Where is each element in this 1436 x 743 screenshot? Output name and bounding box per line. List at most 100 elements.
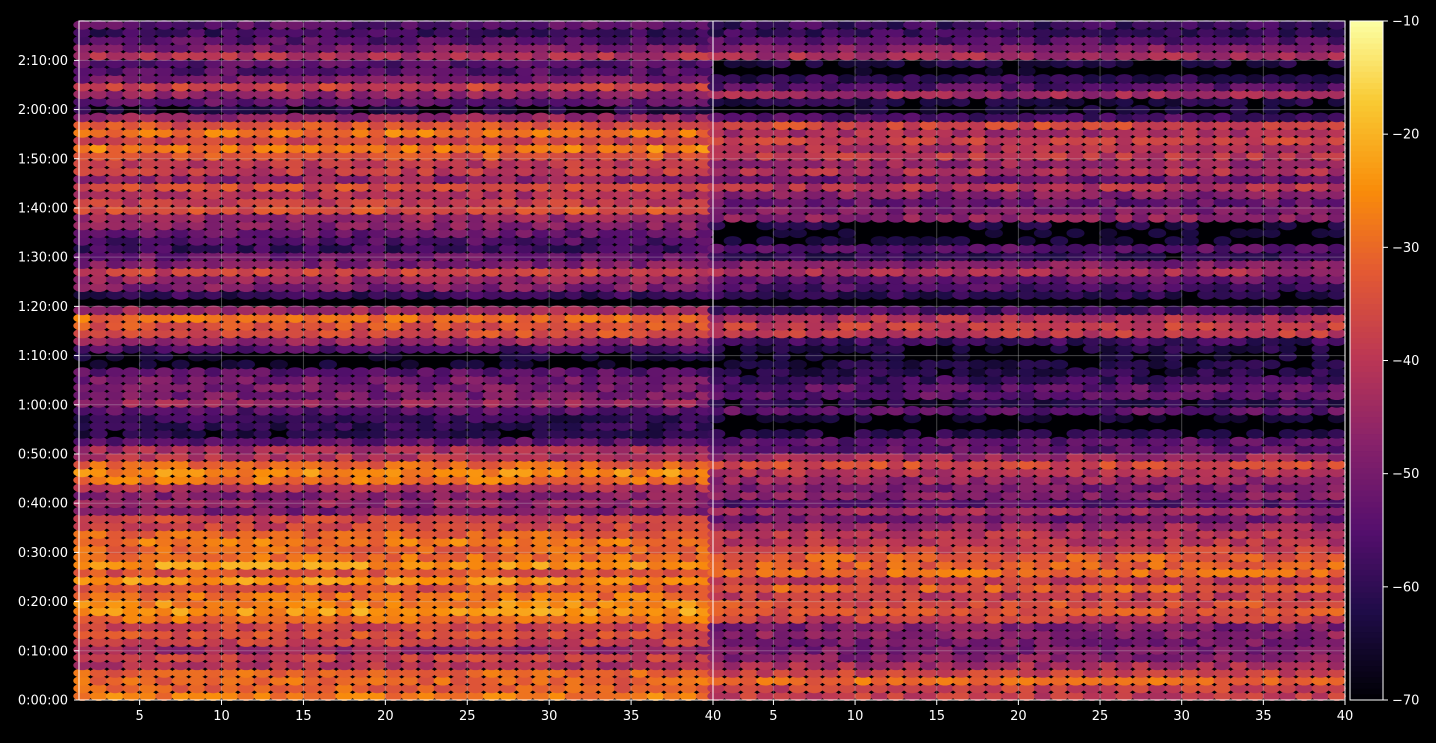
heat-cell bbox=[1148, 552, 1167, 563]
heat-cell bbox=[1311, 560, 1330, 570]
heat-cell bbox=[968, 429, 987, 439]
heat-cell bbox=[302, 367, 321, 377]
heat-cell bbox=[564, 344, 583, 354]
heat-cell bbox=[73, 537, 92, 547]
heat-cell bbox=[171, 413, 190, 424]
heat-cell bbox=[482, 367, 501, 377]
heat-cell bbox=[319, 328, 337, 339]
heat-cell bbox=[482, 467, 501, 478]
heat-cell bbox=[253, 81, 272, 92]
heat-cell bbox=[253, 43, 272, 53]
heat-cell bbox=[532, 220, 550, 231]
heat-cell bbox=[204, 668, 223, 678]
heat-cell bbox=[1278, 683, 1297, 694]
heat-cell bbox=[171, 552, 190, 563]
heat-cell bbox=[1246, 560, 1265, 570]
heat-cell bbox=[237, 290, 256, 300]
heat-cell bbox=[138, 259, 157, 269]
heat-cell bbox=[400, 421, 419, 431]
heat-cell bbox=[138, 421, 157, 431]
heat-cell bbox=[1229, 552, 1248, 563]
heat-cell bbox=[548, 344, 567, 354]
heat-cell bbox=[286, 213, 305, 223]
heat-cell bbox=[597, 598, 616, 609]
heat-cell bbox=[788, 660, 807, 671]
heat-cell bbox=[368, 189, 387, 200]
heat-cell bbox=[204, 591, 223, 601]
heat-cell bbox=[433, 483, 452, 493]
heat-cell bbox=[302, 120, 321, 130]
heat-cell bbox=[417, 598, 436, 609]
heat-cell bbox=[1327, 675, 1346, 686]
heat-cell bbox=[302, 382, 321, 393]
heat-cell bbox=[854, 591, 873, 601]
heat-cell bbox=[466, 467, 485, 478]
heat-cell bbox=[1262, 675, 1281, 686]
heat-cell bbox=[613, 668, 632, 678]
heat-cell bbox=[155, 228, 174, 238]
heat-cell bbox=[368, 475, 387, 485]
heat-cell bbox=[466, 151, 485, 161]
heat-cell bbox=[679, 158, 698, 169]
heat-cell bbox=[630, 629, 649, 640]
heat-cell bbox=[723, 614, 742, 624]
heat-cell bbox=[122, 544, 141, 555]
heat-cell bbox=[630, 104, 649, 115]
heat-cell bbox=[138, 436, 157, 447]
heat-cell bbox=[155, 567, 174, 578]
heat-cell bbox=[106, 213, 124, 223]
heat-cell bbox=[400, 305, 419, 316]
heat-cell bbox=[286, 637, 305, 647]
heat-cell bbox=[122, 158, 141, 169]
heat-cell bbox=[597, 560, 616, 570]
heat-cell bbox=[106, 506, 124, 516]
heat-cell bbox=[613, 182, 632, 192]
heat-cell bbox=[564, 444, 583, 455]
heat-cell bbox=[302, 74, 321, 84]
heat-cell bbox=[89, 313, 108, 323]
heat-cell bbox=[220, 58, 239, 69]
heat-cell bbox=[302, 483, 321, 493]
heat-cell bbox=[450, 290, 469, 300]
heat-cell bbox=[188, 398, 206, 408]
heat-cell bbox=[821, 544, 840, 555]
heat-cell bbox=[564, 236, 583, 246]
heat-cell bbox=[253, 182, 272, 192]
heat-cell bbox=[155, 621, 174, 632]
heat-cell bbox=[351, 390, 370, 401]
heat-cell bbox=[788, 552, 807, 563]
heat-cell bbox=[122, 243, 141, 254]
heat-cell bbox=[1262, 359, 1281, 370]
heat-cell bbox=[286, 344, 305, 354]
heat-cell bbox=[466, 321, 485, 331]
heat-cell bbox=[138, 614, 157, 624]
heat-cell bbox=[723, 436, 742, 447]
heat-cell bbox=[1197, 614, 1216, 624]
heat-cell bbox=[870, 544, 889, 555]
heat-cell bbox=[351, 637, 370, 647]
heat-cell bbox=[597, 197, 616, 208]
heat-cell bbox=[319, 89, 337, 100]
heat-cell bbox=[188, 282, 206, 293]
heat-cell bbox=[335, 228, 354, 238]
heat-cell bbox=[302, 560, 321, 570]
heat-cell bbox=[335, 236, 354, 246]
heat-cell bbox=[269, 606, 288, 617]
heat-cell bbox=[302, 97, 321, 107]
heat-cell bbox=[1311, 583, 1330, 593]
heat-cell bbox=[335, 328, 354, 339]
heat-cell bbox=[499, 521, 518, 532]
heat-cell bbox=[548, 66, 567, 76]
heat-cell bbox=[707, 552, 726, 563]
heat-cell bbox=[106, 351, 124, 362]
heat-cell bbox=[73, 135, 92, 146]
heat-cell bbox=[646, 498, 665, 509]
heat-cell bbox=[384, 166, 403, 177]
heat-cell bbox=[903, 668, 922, 678]
heat-cell bbox=[1246, 591, 1265, 601]
heat-cell bbox=[739, 429, 758, 439]
heat-cell bbox=[106, 328, 124, 339]
heat-cell bbox=[1262, 598, 1281, 609]
heat-cell bbox=[433, 459, 452, 470]
heat-cell bbox=[1327, 598, 1346, 609]
